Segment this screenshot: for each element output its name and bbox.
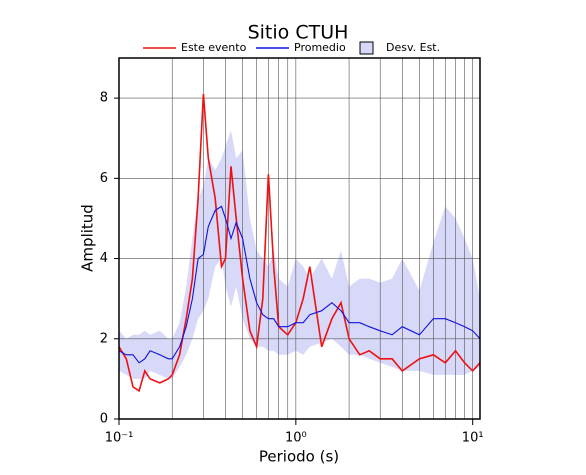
legend-label: Desv. Est.	[386, 41, 440, 54]
std-band	[119, 130, 480, 379]
y-tick-label: 2	[100, 331, 108, 346]
series-line	[118, 94, 481, 393]
legend-label: Este evento	[181, 41, 247, 54]
x-tick-label: 10¹	[462, 431, 484, 446]
y-axis-label: Amplitud	[79, 204, 97, 272]
series-line	[118, 205, 481, 364]
legend-label: Promedio	[294, 41, 346, 54]
x-axis-label: Periodo (s)	[259, 448, 339, 466]
plot-frame	[118, 57, 481, 420]
y-tick-label: 0	[100, 412, 108, 427]
y-tick-label: 4	[100, 251, 108, 266]
x-tick-label: 10⁰	[285, 431, 307, 446]
legend-swatch	[359, 41, 374, 55]
x-tick-label: 10⁻¹	[105, 431, 134, 446]
y-tick-label: 8	[100, 91, 108, 106]
chart-title: Sitio CTUH	[248, 22, 349, 44]
y-tick-label: 6	[100, 171, 108, 186]
